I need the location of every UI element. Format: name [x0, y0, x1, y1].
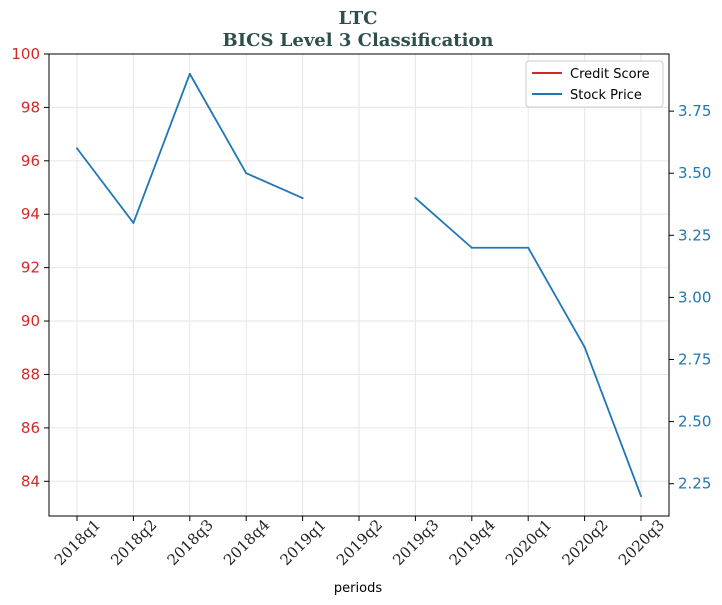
data-point-stock-price — [414, 197, 417, 200]
right-tick-label: 3.00 — [678, 288, 711, 306]
left-tick-label: 92 — [21, 259, 40, 277]
right-tick-label: 2.25 — [678, 475, 711, 493]
x-tick-label: 2019q1 — [276, 516, 329, 569]
data-point-stock-price — [640, 495, 642, 498]
left-tick-label: 86 — [21, 419, 40, 437]
data-point-stock-price — [76, 147, 78, 150]
left-tick-label: 84 — [21, 472, 40, 490]
x-tick-label: 2018q1 — [51, 516, 104, 569]
x-tick-label: 2020q3 — [615, 516, 668, 569]
x-tick-label: 2019q3 — [389, 516, 442, 569]
right-tick-label: 2.75 — [678, 351, 711, 369]
data-point-stock-price — [301, 197, 304, 200]
data-point-stock-price — [188, 72, 191, 75]
x-tick-label: 2019q2 — [333, 516, 386, 569]
x-axis: 2018q1 2018q2 2018q3 2018q4 2019q1 2019q2 2019… — [51, 516, 668, 569]
data-point-stock-price — [527, 246, 530, 249]
legend-label-credit-score: Credit Score — [570, 67, 650, 82]
left-tick-label: 94 — [21, 205, 40, 223]
x-tick-label: 2020q1 — [502, 516, 555, 569]
data-point-stock-price — [583, 346, 586, 349]
left-tick-label: 98 — [21, 98, 40, 116]
right-tick-label: 3.50 — [678, 164, 711, 182]
left-tick-label: 96 — [21, 152, 40, 170]
right-tick-label: 2.50 — [678, 413, 711, 431]
x-tick-label: 2019q4 — [446, 516, 499, 569]
legend-label-stock-price: Stock Price — [570, 88, 642, 103]
grid — [49, 53, 669, 516]
x-axis-label: periods — [334, 581, 382, 596]
data-point-stock-price — [132, 221, 135, 224]
data-point-stock-price — [245, 172, 248, 175]
right-tick-label: 3.25 — [678, 226, 711, 244]
data-point-stock-price — [470, 246, 473, 249]
x-tick-label: 2018q4 — [220, 516, 273, 569]
right-tick-label: 3.75 — [678, 102, 711, 120]
chart-title: LTC — [339, 8, 378, 29]
left-axis: 84 86 88 90 92 94 96 98 100 — [11, 45, 49, 490]
series-layer — [76, 72, 642, 498]
x-tick-label: 2018q3 — [164, 516, 217, 569]
right-axis: 2.25 2.50 2.75 3.00 3.25 3.50 3.75 — [669, 102, 711, 493]
legend: Credit Score Stock Price — [525, 60, 664, 108]
left-tick-label: 90 — [21, 312, 40, 330]
chart-subtitle: BICS Level 3 Classification — [222, 30, 493, 51]
left-tick-label: 100 — [11, 45, 40, 63]
left-tick-label: 88 — [21, 365, 40, 383]
x-tick-label: 2018q2 — [107, 516, 160, 569]
x-tick-label: 2020q2 — [558, 516, 611, 569]
